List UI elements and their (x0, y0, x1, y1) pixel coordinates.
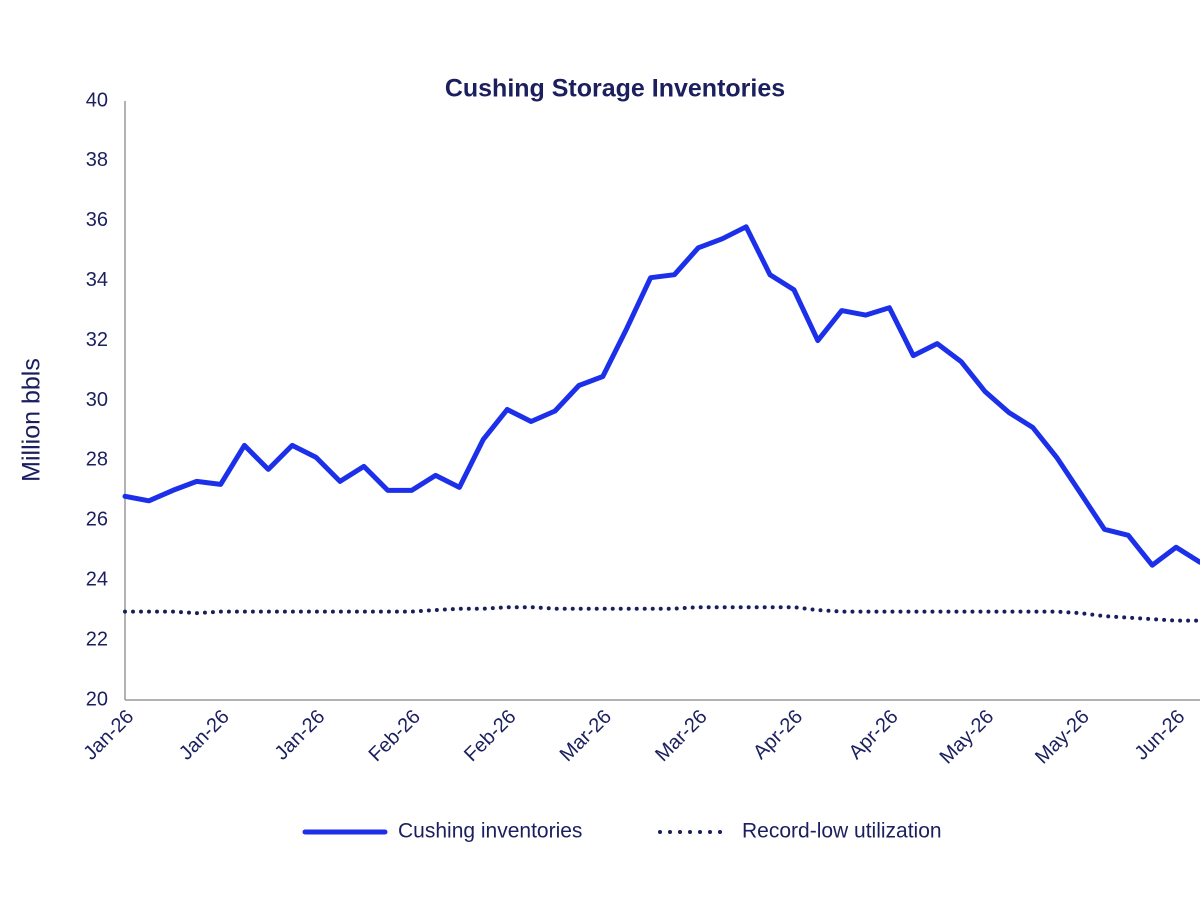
x-tick-label: May-26 (1031, 706, 1094, 769)
y-tick-label: 26 (86, 509, 108, 531)
y-tick-label: 40 (86, 89, 108, 111)
y-tick-label: 36 (86, 209, 108, 231)
x-tick-label: Mar-26 (651, 706, 711, 766)
y-tick-label: 28 (86, 449, 108, 471)
y-tick-label: 30 (86, 389, 108, 411)
y-tick-label: 38 (86, 149, 108, 171)
data-line (122, 224, 1200, 568)
y-tick-label: 20 (86, 688, 108, 710)
x-tick-label: Jan-26 (79, 706, 138, 765)
y-tick-label: 22 (86, 628, 108, 650)
x-tick-label: May-26 (936, 706, 999, 769)
y-tick-label: 34 (86, 269, 108, 291)
chart-title: Cushing Storage Inventories (445, 75, 785, 103)
x-tick-label: Apr-26 (749, 706, 807, 764)
x-tick-label: Mar-26 (556, 706, 616, 766)
legend-label: Record-low utilization (742, 820, 942, 843)
x-tick-label: Jan-26 (271, 706, 330, 765)
y-tick-label: 32 (86, 329, 108, 351)
x-tick-label: Jun-26 (1131, 706, 1190, 765)
x-tick-label: Jan-26 (175, 706, 234, 765)
x-tick-label: Apr-26 (845, 706, 903, 764)
y-axis-label: Million bbls (18, 358, 46, 482)
x-tick-label: Feb-26 (460, 706, 520, 766)
dotted-line (123, 605, 1200, 623)
x-tick-label: Feb-26 (365, 706, 425, 766)
y-tick-label: 24 (86, 568, 108, 590)
legend-label: Cushing inventories (398, 820, 582, 843)
